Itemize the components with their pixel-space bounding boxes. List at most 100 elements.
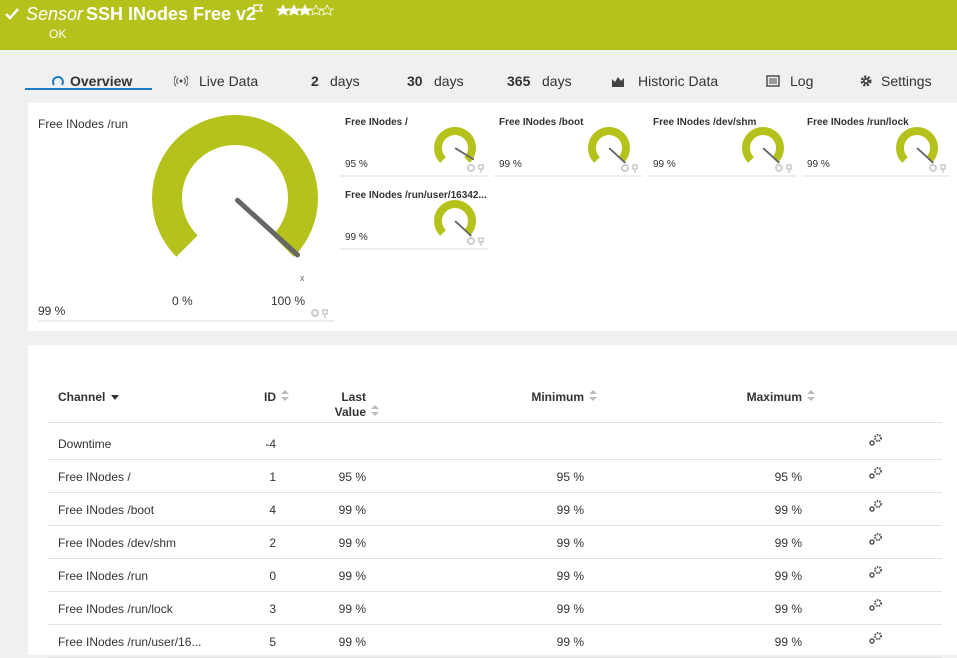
gauge-title: Free INodes /dev/shm [653,117,757,128]
cell: 2 [269,536,276,550]
tab-number[interactable]: 2 [311,73,319,89]
tab-icon [766,75,780,87]
tab-label[interactable]: Log [790,73,814,89]
cell: 99 % [338,602,366,616]
sort-icon [281,390,289,401]
sort-icon [111,395,119,400]
gauge-title: Free INodes /boot [499,117,584,128]
gauge-max: 100 % [271,294,306,308]
gauge-title: Free INodes /run/lock [807,117,909,128]
gauge-needle [608,147,626,164]
cell: 99 % [774,635,802,649]
gauge-arc [742,127,784,163]
pin-icon [632,164,638,173]
cell: 3 [269,602,276,616]
pin-icon [786,164,792,173]
gauge-value: 99 % [807,159,830,170]
header: Sensor SSH INodes Free v2 OK [0,0,957,50]
cell: 99 % [556,536,584,550]
column-header[interactable]: Minimum [531,390,584,404]
gauge-card[interactable]: Free INodes /dev/shm 99 % [648,113,796,177]
gauge-card[interactable]: Free INodes /run/lock 99 % [802,113,950,177]
gauge-needle [454,220,472,237]
channel-settings-icon[interactable] [868,532,884,546]
tab-label[interactable]: days [434,73,464,89]
settings-icon [621,164,629,172]
gauge-needle [916,147,934,164]
row-divider [48,525,942,526]
cell: 99 % [774,536,802,550]
gauge-arc [896,127,938,163]
tab-icon [612,77,624,87]
gauge-title: Free INodes /run [38,117,129,131]
gauge-card[interactable]: Free INodes /run/user/16342... 99 % [340,186,488,250]
gauge-arc [152,115,318,257]
row-divider [48,624,942,625]
channel-name: Free INodes / [58,470,131,484]
settings-icon [775,164,783,172]
flag-and-rating [253,4,335,16]
cell: 99 % [556,635,584,649]
gauge-card[interactable]: Free INodes / 95 % [340,113,488,177]
main-gauge [38,115,334,322]
check-icon [5,8,19,20]
tab-label[interactable]: Overview [70,73,133,89]
tab-number[interactable]: 365 [507,73,531,89]
tab-label[interactable]: days [330,73,360,89]
channel-settings-icon[interactable] [868,499,884,513]
column-header[interactable]: ID [264,390,276,404]
tab-label[interactable]: days [542,73,572,89]
channel-name: Free INodes /dev/shm [58,536,177,550]
settings-icon [311,309,319,317]
tab-label[interactable]: Historic Data [638,73,719,89]
cell: 99 % [774,569,802,583]
row-divider [48,459,942,460]
column-header[interactable]: Channel [58,390,106,404]
gauge-card[interactable]: Free INodes /boot 99 % [494,113,642,177]
tab-icon [174,75,188,87]
gauge-arc [434,127,476,163]
cell: 99 % [774,503,802,517]
channel-settings-icon[interactable] [868,598,884,612]
channel-settings-icon[interactable] [868,433,884,447]
tab-number[interactable]: 30 [407,73,423,89]
channel-settings-icon[interactable] [868,631,884,645]
gauge-value: 99 % [653,159,676,170]
settings-icon [467,237,475,245]
tab-icon [52,76,64,86]
channel-name: Downtime [58,437,112,451]
cell: 95 % [338,470,366,484]
sort-icon [371,405,379,416]
pin-icon [478,164,484,173]
pin-icon [478,237,484,246]
channel-name: Free INodes /run [58,569,149,583]
tab-label[interactable]: Live Data [199,73,259,89]
mini-gauge [340,200,488,250]
needle-label: x [300,273,305,283]
cell: 99 % [338,635,366,649]
channel-settings-icon[interactable] [868,466,884,480]
row-divider [48,422,942,423]
cell: 99 % [556,602,584,616]
cell: 1 [269,470,276,484]
status: OK [49,27,67,41]
cell: 99 % [338,503,366,517]
gauge-arc [434,200,476,236]
row-divider [48,492,942,493]
gauge-title: Free INodes /run/user/16342... [345,190,487,201]
sensor-prefix: Sensor [26,4,84,24]
sort-icon [589,390,597,401]
tab-label[interactable]: Settings [881,73,932,89]
settings-icon [467,164,475,172]
channel-name: Free INodes /run/user/16... [58,635,202,649]
channel-settings-icon[interactable] [868,565,884,579]
tab-bar: Overview Live Data 2 days 30 days 365 days Histo… [0,50,957,102]
cell: -4 [265,437,276,451]
mini-gauge [494,127,642,177]
gauge-value: 95 % [345,159,368,170]
column-header[interactable]: Maximum [746,390,802,404]
column-header[interactable]: Last Value [334,390,366,419]
cell: 0 [269,569,276,583]
tab-underline [25,88,152,90]
